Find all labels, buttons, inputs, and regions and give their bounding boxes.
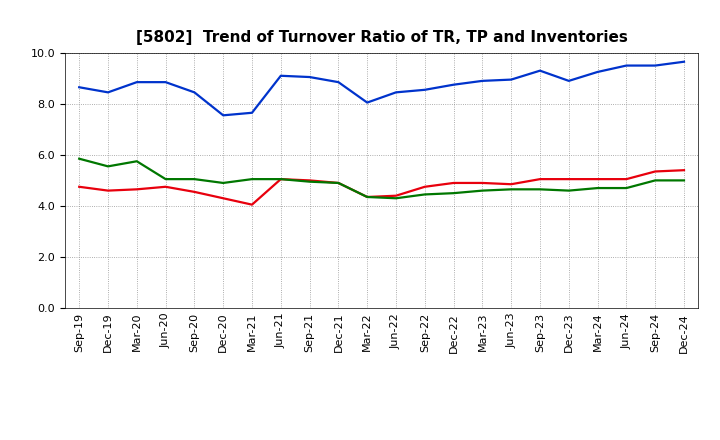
Trade Receivables [622,176,631,182]
Trade Payables [392,90,400,95]
Trade Payables [593,69,602,74]
Inventories [75,156,84,161]
Inventories [161,176,170,182]
Inventories [219,180,228,186]
Trade Payables [75,84,84,90]
Inventories [593,185,602,191]
Trade Payables [449,82,458,87]
Line: Trade Payables: Trade Payables [79,62,684,115]
Inventories [190,176,199,182]
Trade Payables [190,90,199,95]
Trade Payables [334,80,343,85]
Trade Payables [248,110,256,115]
Line: Trade Receivables: Trade Receivables [79,170,684,205]
Trade Receivables [478,180,487,186]
Inventories [564,188,573,193]
Inventories [276,176,285,182]
Trade Receivables [420,184,429,189]
Trade Payables [104,90,112,95]
Inventories [507,187,516,192]
Inventories [305,179,314,184]
Trade Payables [507,77,516,82]
Trade Payables [305,74,314,80]
Trade Payables [478,78,487,84]
Trade Receivables [593,176,602,182]
Inventories [651,178,660,183]
Trade Receivables [564,176,573,182]
Trade Payables [680,59,688,64]
Trade Receivables [680,168,688,173]
Inventories [334,180,343,186]
Inventories [622,185,631,191]
Trade Payables [420,87,429,92]
Trade Receivables [305,178,314,183]
Trade Receivables [536,176,544,182]
Inventories [449,191,458,196]
Trade Receivables [449,180,458,186]
Trade Receivables [75,184,84,189]
Trade Receivables [392,193,400,198]
Trade Payables [161,80,170,85]
Trade Receivables [161,184,170,189]
Trade Receivables [132,187,141,192]
Trade Receivables [276,176,285,182]
Inventories [536,187,544,192]
Trade Receivables [248,202,256,207]
Trade Payables [363,100,372,105]
Trade Payables [276,73,285,78]
Title: [5802]  Trend of Turnover Ratio of TR, TP and Inventories: [5802] Trend of Turnover Ratio of TR, TP… [135,29,628,45]
Inventories [104,164,112,169]
Inventories [248,176,256,182]
Inventories [392,196,400,201]
Inventories [680,178,688,183]
Trade Payables [564,78,573,84]
Inventories [420,192,429,197]
Trade Payables [536,68,544,73]
Trade Payables [219,113,228,118]
Trade Receivables [507,182,516,187]
Trade Receivables [219,196,228,201]
Trade Payables [622,63,631,68]
Trade Receivables [334,180,343,186]
Trade Receivables [190,189,199,194]
Inventories [478,188,487,193]
Inventories [363,194,372,200]
Inventories [132,159,141,164]
Trade Receivables [363,194,372,200]
Trade Receivables [104,188,112,193]
Trade Receivables [651,169,660,174]
Trade Payables [651,63,660,68]
Trade Payables [132,80,141,85]
Line: Inventories: Inventories [79,159,684,198]
